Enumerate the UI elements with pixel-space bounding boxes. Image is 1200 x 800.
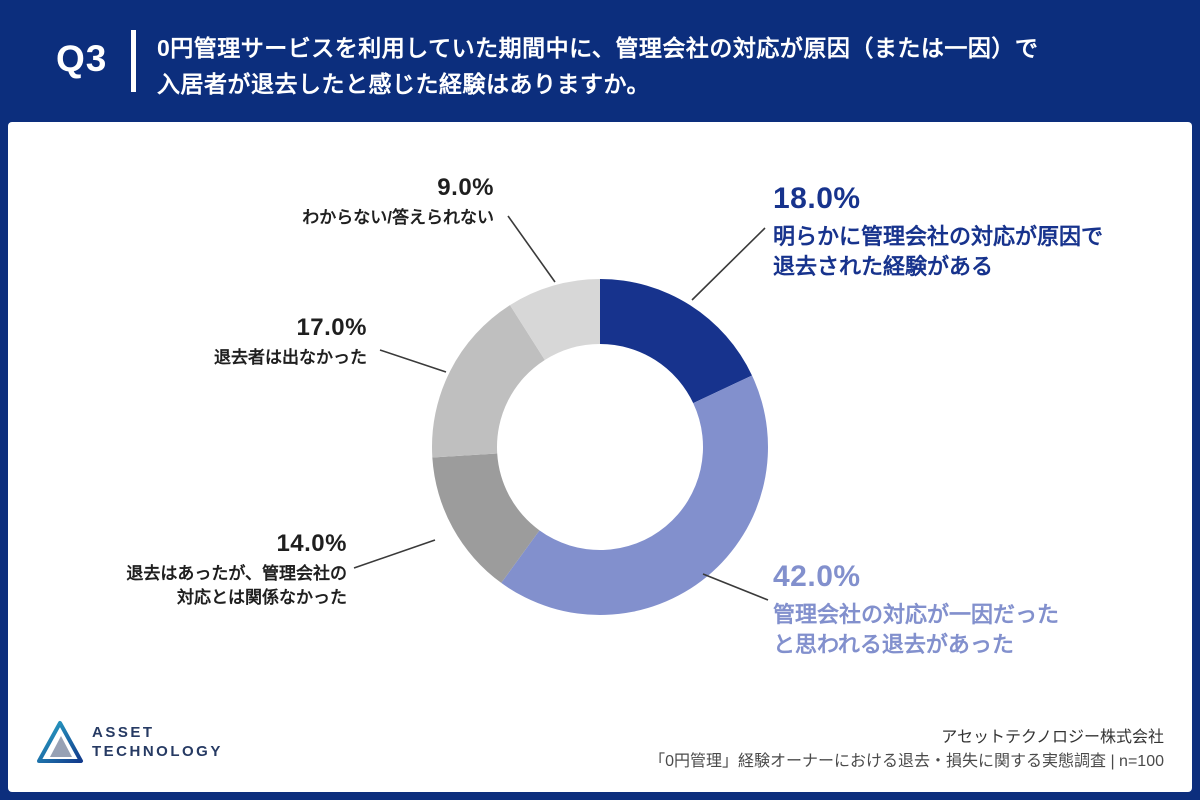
- logo-text: ASSET TECHNOLOGY: [92, 723, 223, 762]
- donut-segment-9.0%: [509, 279, 600, 361]
- asset-technology-logo: ASSET TECHNOLOGY: [36, 720, 223, 764]
- callout-line-14pct: [353, 539, 436, 569]
- donut-segment-14.0%: [432, 453, 540, 583]
- segment-label-42-line1: 管理会社の対応が一因だった: [773, 602, 1060, 627]
- question-line-2: 入居者が退去したと感じた経験はありますか。: [157, 70, 651, 97]
- callout-label-18pct: 18.0% 明らかに管理会社の対応が原因で 退去された経験がある: [773, 182, 1103, 281]
- question-number: Q3: [56, 38, 108, 79]
- callout-label-17pct: 17.0% 退去者は出なかった: [214, 314, 367, 370]
- donut-chart: [353, 215, 769, 615]
- percent-value-14: 14.0%: [276, 530, 347, 557]
- segment-label-18-line1: 明らかに管理会社の対応が原因で: [773, 224, 1104, 249]
- logo-triangle-icon: [37, 721, 83, 763]
- source-attribution: アセットテクノロジー株式会社 「0円管理」経験オーナーにおける退去・損失に関する…: [649, 726, 1164, 774]
- question-line-1: 0円管理サービスを利用していた期間中に、管理会社の対応が原因（または一因）で: [157, 35, 1039, 61]
- logo-line-2: TECHNOLOGY: [92, 743, 223, 760]
- segment-label-9-line1: わからない/答えられない: [302, 208, 494, 227]
- percent-value-17: 17.0%: [296, 314, 367, 341]
- segment-label-18-line2: 退去された経験がある: [773, 253, 994, 279]
- header-divider: [131, 30, 136, 92]
- callout-line-9pct: [507, 215, 556, 283]
- callout-label-42pct: 42.0% 管理会社の対応が一因だった と思われる退去があった: [773, 560, 1059, 659]
- segment-label-42-line2: と思われる退去があった: [773, 631, 1014, 657]
- company-name: アセットテクノロジー株式会社: [941, 729, 1164, 746]
- logo-line-1: ASSET: [92, 723, 155, 741]
- segment-label-14-line1: 退去はあったが、管理会社の: [126, 564, 347, 583]
- donut-segment-17.0%: [431, 305, 545, 458]
- segment-label-14-line2: 対応とは関係なかった: [177, 587, 347, 607]
- percent-value-42: 42.0%: [773, 560, 861, 593]
- donut-segment-18.0%: [600, 279, 753, 404]
- callout-line-17pct: [379, 349, 447, 373]
- chart-card: 18.0% 明らかに管理会社の対応が原因で 退去された経験がある 42.0% 管…: [8, 122, 1192, 792]
- header: Q3 0円管理サービスを利用していた期間中に、管理会社の対応が原因（または一因）…: [0, 0, 1200, 122]
- callout-label-14pct: 14.0% 退去はあったが、管理会社の 対応とは関係なかった: [126, 530, 347, 610]
- segment-label-17-line1: 退去者は出なかった: [214, 348, 367, 367]
- callout-lines: [353, 215, 769, 601]
- percent-value-9: 9.0%: [437, 174, 494, 201]
- donut-segments: [431, 279, 768, 615]
- survey-source-line: 「0円管理」経験オーナーにおける退去・損失に関する実態調査 | n=100: [649, 753, 1164, 770]
- callout-line-42pct: [702, 573, 769, 601]
- donut-segment-42.0%: [501, 375, 768, 615]
- callout-line-18pct: [691, 227, 766, 301]
- percent-value-18: 18.0%: [773, 182, 861, 215]
- callout-label-9pct: 9.0% わからない/答えられない: [302, 174, 494, 230]
- question-text: 0円管理サービスを利用していた期間中に、管理会社の対応が原因（または一因）で 入…: [157, 31, 1038, 103]
